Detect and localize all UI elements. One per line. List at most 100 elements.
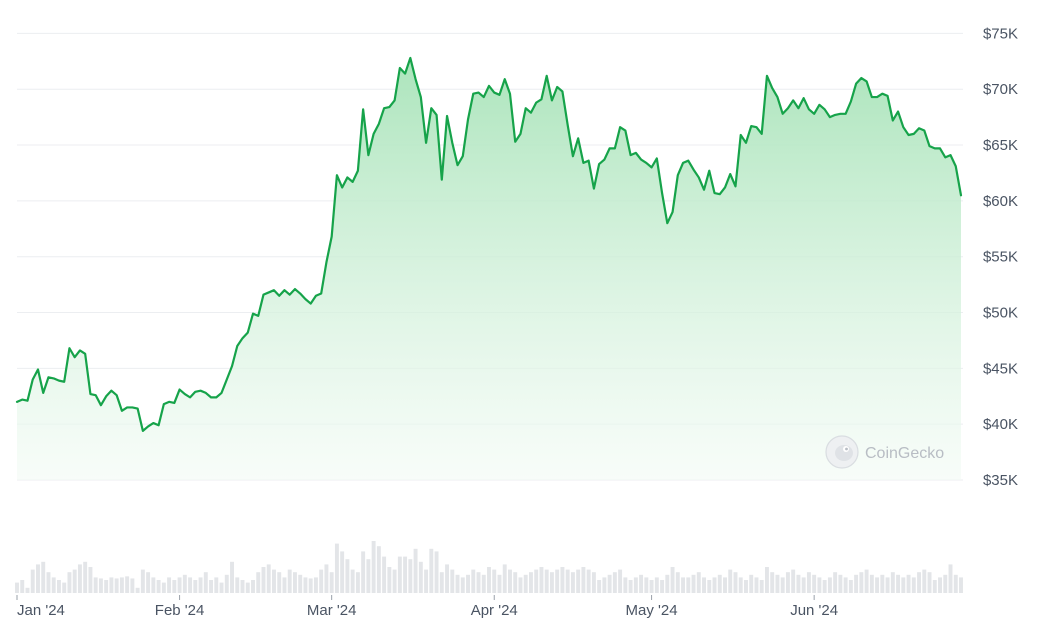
volume-bar (827, 577, 832, 593)
y-tick-label: $60K (983, 193, 1018, 210)
x-tick-label: Jan '24 (17, 602, 65, 619)
volume-bar (62, 582, 67, 593)
x-tick-label: Feb '24 (155, 602, 205, 619)
volume-bar (114, 578, 119, 593)
volume-bar (938, 577, 942, 593)
watermark-label: CoinGecko (865, 445, 944, 462)
volume-bar (555, 569, 560, 593)
volume-bar (93, 577, 98, 593)
x-tick-label: Jun '24 (790, 602, 838, 619)
volume-bar (455, 574, 460, 593)
volume-bar (340, 551, 345, 593)
volume-bar (702, 577, 706, 593)
volume-bar (665, 574, 670, 593)
volume-bar (487, 567, 491, 593)
volume-bar (287, 569, 292, 593)
volume-bar (198, 577, 203, 593)
volume-bar (770, 572, 775, 593)
volume-bar (329, 572, 334, 593)
volume-bar (235, 577, 240, 593)
volume-bar (686, 577, 691, 593)
volume-bar (644, 577, 649, 593)
volume-bar (392, 569, 397, 593)
volume-bar (791, 569, 796, 593)
volume-bar (906, 574, 911, 593)
volume-bar (911, 577, 916, 593)
volume-bar (98, 578, 103, 593)
volume-bar (502, 564, 507, 593)
y-tick-label: $70K (983, 81, 1018, 98)
volume-bar (497, 574, 502, 593)
volume-bar (251, 580, 255, 593)
volume-bar (544, 569, 549, 593)
volume-bar (476, 572, 481, 593)
volume-bar (371, 541, 376, 593)
x-tick-label: Apr '24 (471, 602, 518, 619)
volume-bar (576, 569, 581, 593)
volume-bar (182, 574, 187, 593)
volume-bar (272, 569, 276, 593)
volume-bar (460, 577, 465, 593)
volume-bar (224, 574, 229, 593)
volume-bar (633, 577, 638, 593)
volume-bar (696, 572, 701, 593)
volume-bar (230, 561, 234, 593)
volume-bar (607, 574, 612, 593)
volume-bar (471, 569, 476, 593)
volume-bar (319, 569, 324, 593)
y-tick-label: $55K (983, 249, 1018, 266)
volume-bar (875, 577, 880, 593)
volume-bar (785, 572, 790, 593)
volume-bar (413, 548, 418, 593)
volume-bar (597, 580, 602, 593)
volume-bar (612, 572, 617, 593)
volume-bar (528, 572, 533, 593)
volume-bar (927, 572, 932, 593)
volume-bar (822, 580, 827, 593)
volume-bar (796, 574, 801, 593)
volume-bar (408, 559, 413, 593)
volume-bar (639, 574, 644, 593)
volume-bar (681, 577, 686, 593)
x-tick-label: May '24 (626, 602, 678, 619)
volume-bar (177, 577, 182, 593)
volume-bar (749, 574, 754, 593)
volume-bar (759, 580, 764, 593)
y-tick-label: $50K (983, 305, 1018, 322)
volume-bar (943, 574, 948, 593)
y-axis: $35K $40K $45K $50K $55K $60K $65K $70K $75K (983, 25, 1018, 489)
volume-bar (848, 580, 853, 593)
volume-bar (418, 561, 423, 593)
volume-bar (434, 551, 439, 593)
volume-bar (25, 587, 30, 593)
volume-bar (277, 572, 282, 593)
volume-bar (806, 572, 811, 593)
volume-bar (660, 580, 665, 593)
volume-bar (649, 580, 654, 593)
volume-bar (953, 574, 958, 593)
volume-bar (738, 577, 743, 593)
volume-bar (707, 580, 712, 593)
volume-bar (119, 577, 124, 593)
volume-bar (492, 569, 497, 593)
volume-bar (513, 572, 518, 593)
volume-bar (675, 572, 680, 593)
volume-bar (549, 572, 554, 593)
volume-bar (376, 546, 381, 593)
volume-bar (30, 569, 35, 593)
volume-bar (591, 572, 596, 593)
volume-bar (602, 577, 607, 593)
volume-bar (167, 577, 172, 593)
volume-bar (298, 574, 303, 593)
volume-bar (691, 574, 696, 593)
volume-bar (151, 577, 156, 593)
volume-bar (780, 577, 785, 593)
volume-bar (518, 577, 523, 593)
price-line (15, 56, 963, 432)
volume-bar (917, 572, 922, 593)
volume-bar (366, 559, 371, 593)
volume-bar (812, 574, 817, 593)
volume-bar (245, 582, 250, 593)
volume-bar (901, 577, 906, 593)
